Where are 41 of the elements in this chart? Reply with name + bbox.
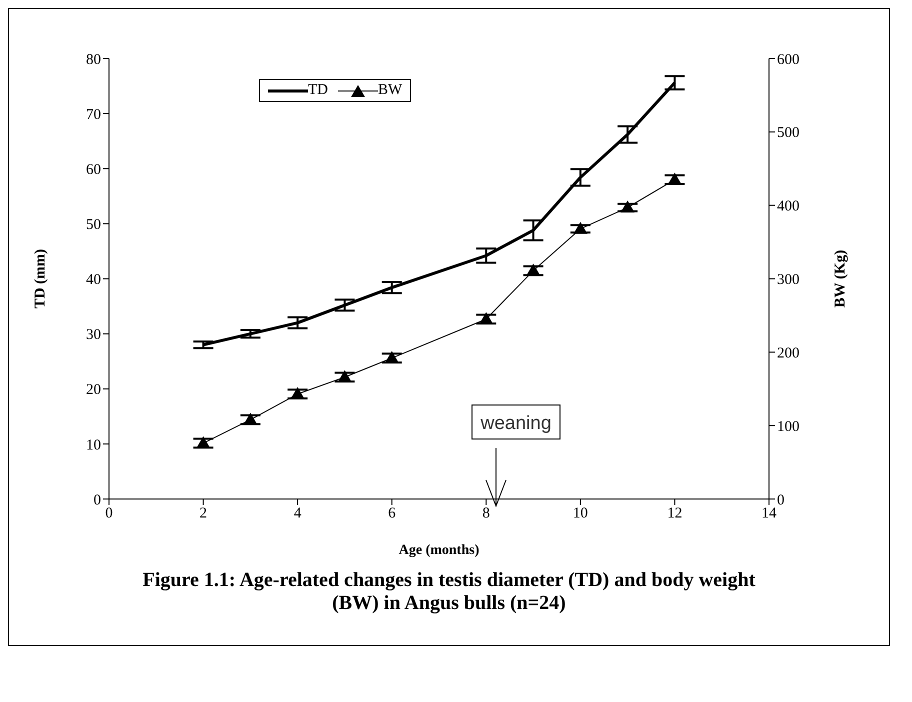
y2-tick-label: 0	[777, 492, 784, 508]
text: Figure 1.1: Age-related changes in testis diameter (TD) and body weight (BW) in Angus bulls (n=24)	[142, 569, 756, 616]
point	[668, 172, 682, 185]
point	[196, 436, 210, 448]
point	[290, 387, 305, 400]
y-tick-label: 80	[86, 52, 101, 68]
y-tick-label: 60	[86, 162, 101, 178]
x-tick-label: 4	[294, 506, 302, 522]
x-tick-label: 2	[200, 506, 208, 522]
annotation: weaning	[480, 413, 552, 434]
x-tick-label: 14	[762, 506, 777, 522]
y-tick-label: 30	[86, 327, 101, 344]
x-tick-label: 0	[105, 506, 113, 522]
y2-tick-label: 500	[777, 125, 800, 142]
y2-tick-label: 400	[777, 198, 800, 215]
legend-label: BW	[378, 82, 402, 99]
x-tick-label: 6	[388, 506, 396, 522]
y-axis-title: TD (mm)	[32, 248, 48, 309]
y2-tick-label: 100	[777, 418, 800, 435]
y2-tick-label: 200	[777, 345, 800, 362]
point	[526, 264, 540, 276]
y2-tick-label: 600	[777, 52, 800, 68]
x-tick-label: 12	[667, 506, 682, 522]
y-tick-label: 10	[86, 437, 101, 454]
point	[243, 412, 258, 425]
y-tick-label: 0	[94, 492, 101, 508]
y2-tick-label: 300	[777, 272, 800, 288]
y-tick-label: 20	[86, 382, 101, 398]
y-tick-label: 70	[86, 106, 101, 123]
point	[384, 351, 399, 364]
point	[573, 222, 588, 234]
point	[479, 312, 494, 324]
y-tick-label: 40	[86, 272, 101, 288]
legend-label: TD	[308, 82, 328, 99]
point	[338, 370, 352, 382]
point	[620, 200, 635, 213]
x-tick-label: 8	[482, 506, 490, 522]
y2-axis-title: BW (Kg)	[832, 250, 848, 308]
y-tick-label: 50	[86, 217, 101, 234]
x-tick-label: 10	[572, 506, 588, 522]
x-axis-title: Age (months)	[398, 543, 480, 558]
